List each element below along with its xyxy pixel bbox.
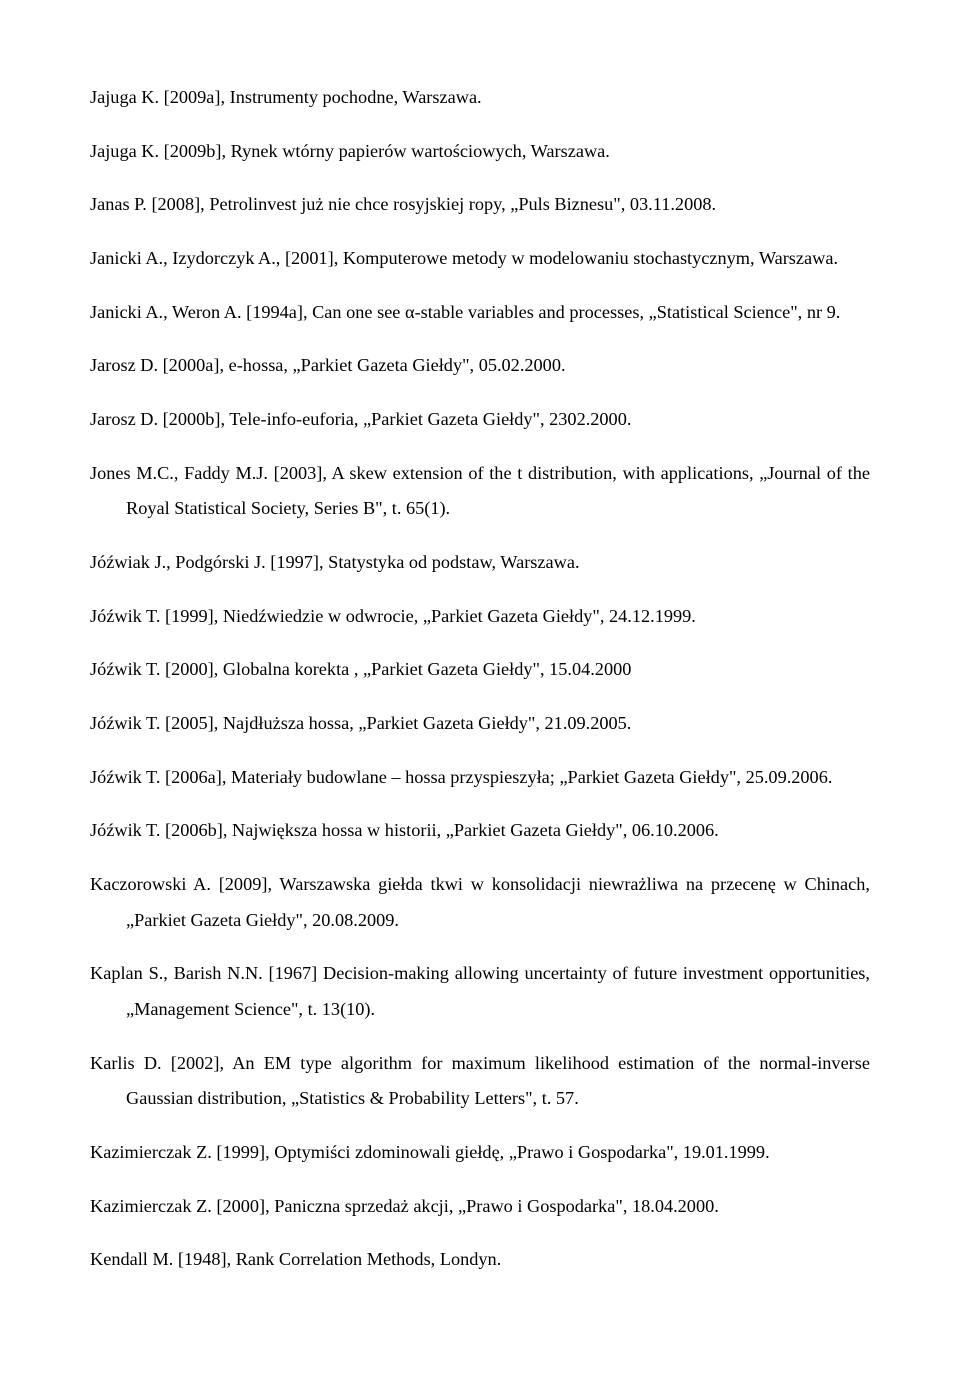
- bibliography-entry: Jóźwik T. [1999], Niedźwiedzie w odwroci…: [90, 599, 870, 635]
- bibliography-entry: Janas P. [2008], Petrolinvest już nie ch…: [90, 187, 870, 223]
- bibliography-entry: Karlis D. [2002], An EM type algorithm f…: [90, 1046, 870, 1117]
- bibliography-list: Jajuga K. [2009a], Instrumenty pochodne,…: [90, 80, 870, 1278]
- bibliography-entry: Kazimierczak Z. [2000], Paniczna sprzeda…: [90, 1189, 870, 1225]
- bibliography-entry: Jóźwik T. [2006b], Największa hossa w hi…: [90, 813, 870, 849]
- bibliography-entry: Jarosz D. [2000a], e-hossa, „Parkiet Gaz…: [90, 348, 870, 384]
- bibliography-entry: Jarosz D. [2000b], Tele-info-euforia, „P…: [90, 402, 870, 438]
- bibliography-entry: Janicki A., Izydorczyk A., [2001], Kompu…: [90, 241, 870, 277]
- bibliography-entry: Jones M.C., Faddy M.J. [2003], A skew ex…: [90, 456, 870, 527]
- bibliography-entry: Kaplan S., Barish N.N. [1967] Decision-m…: [90, 956, 870, 1027]
- bibliography-entry: Jóźwiak J., Podgórski J. [1997], Statyst…: [90, 545, 870, 581]
- bibliography-entry: Janicki A., Weron A. [1994a], Can one se…: [90, 295, 870, 331]
- bibliography-entry: Jajuga K. [2009b], Rynek wtórny papierów…: [90, 134, 870, 170]
- bibliography-entry: Jóźwik T. [2005], Najdłuższa hossa, „Par…: [90, 706, 870, 742]
- bibliography-entry: Kendall M. [1948], Rank Correlation Meth…: [90, 1242, 870, 1278]
- bibliography-entry: Jóźwik T. [2000], Globalna korekta , „Pa…: [90, 652, 870, 688]
- bibliography-entry: Jóźwik T. [2006a], Materiały budowlane –…: [90, 760, 870, 796]
- bibliography-entry: Jajuga K. [2009a], Instrumenty pochodne,…: [90, 80, 870, 116]
- bibliography-entry: Kaczorowski A. [2009], Warszawska giełda…: [90, 867, 870, 938]
- bibliography-entry: Kazimierczak Z. [1999], Optymiści zdomin…: [90, 1135, 870, 1171]
